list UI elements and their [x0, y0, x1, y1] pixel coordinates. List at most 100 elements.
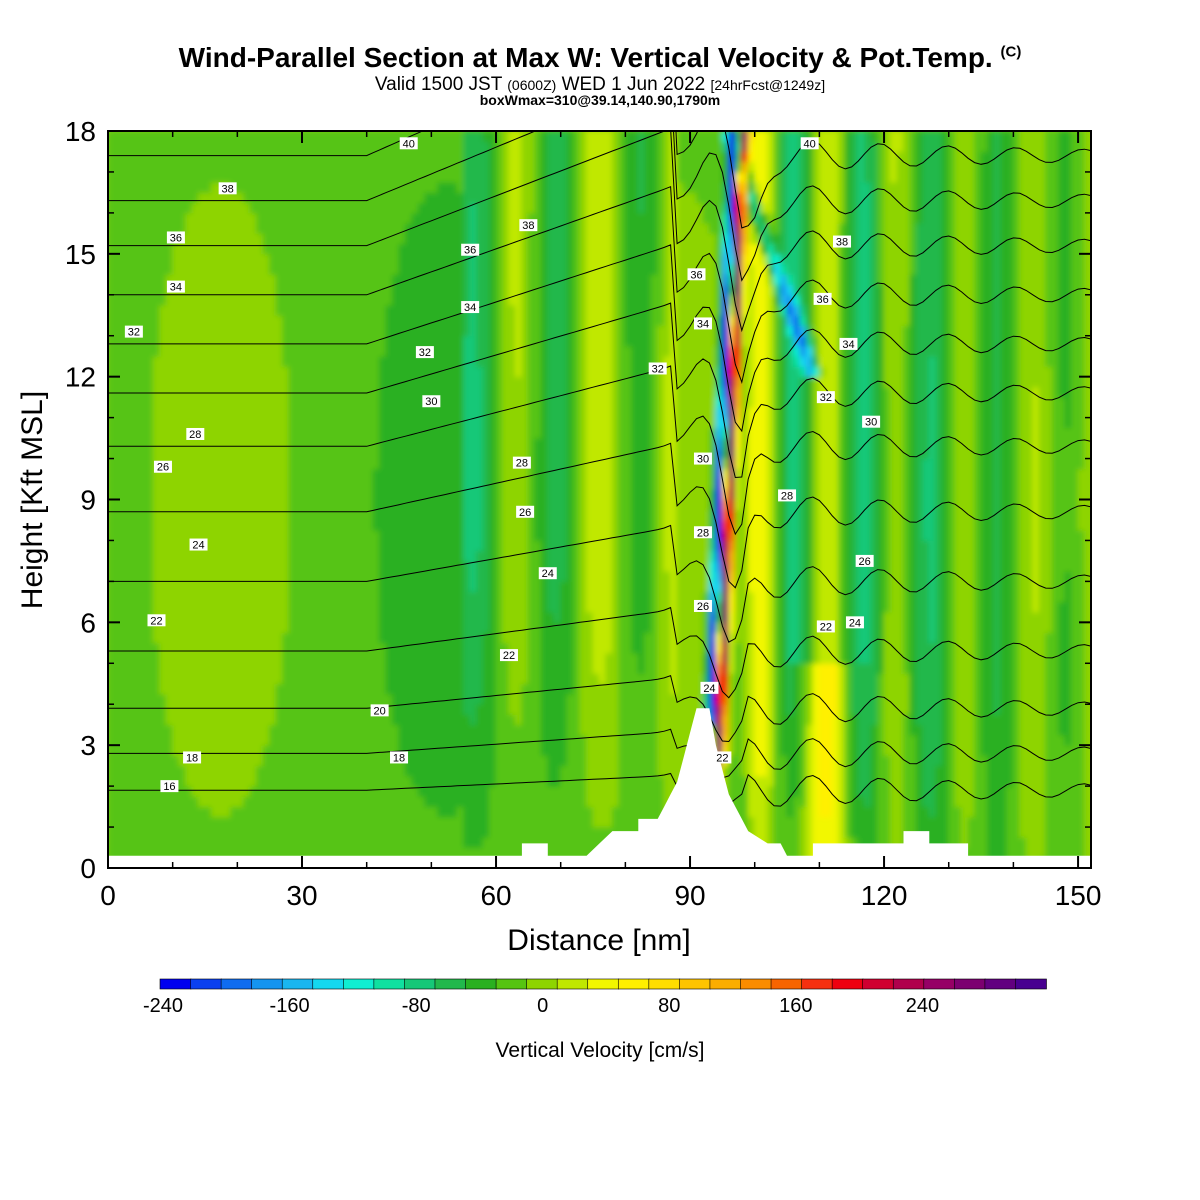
- field-cell: [372, 324, 381, 337]
- field-cell: [230, 417, 238, 429]
- field-cell: [256, 550, 264, 562]
- field-cell: [307, 519, 316, 531]
- field-cell: [346, 580, 355, 593]
- field-cell: [489, 601, 497, 613]
- field-cell: [198, 693, 206, 705]
- field-cell: [165, 662, 174, 675]
- field-cell: [314, 488, 322, 500]
- field-cell: [159, 529, 167, 541]
- field-cell: [379, 212, 387, 224]
- field-cell: [133, 591, 141, 603]
- field-cell: [327, 632, 335, 644]
- field-cell: [243, 150, 251, 163]
- field-cell: [152, 621, 161, 634]
- field-cell: [424, 724, 432, 736]
- field-cell: [146, 191, 154, 204]
- field-cell: [288, 683, 297, 695]
- field-cell: [450, 621, 458, 634]
- field-cell: [366, 795, 374, 808]
- field-cell: [146, 744, 154, 756]
- field-cell: [540, 468, 549, 480]
- field-cell: [437, 734, 445, 746]
- field-cell: [527, 212, 536, 224]
- field-cell: [198, 611, 206, 623]
- field-cell: [236, 202, 245, 214]
- field-cell: [275, 529, 284, 541]
- field-cell: [327, 478, 335, 490]
- field-cell: [223, 529, 232, 541]
- field-cell: [275, 806, 284, 818]
- field-cell: [437, 181, 445, 193]
- field-cell: [392, 836, 400, 849]
- field-cell: [288, 816, 297, 828]
- field-cell: [327, 406, 335, 419]
- field-cell: [366, 478, 374, 490]
- field-cell: [178, 324, 187, 337]
- field-cell: [133, 724, 141, 736]
- field-cell: [223, 294, 232, 306]
- field-cell: [307, 488, 316, 500]
- field-cell: [430, 806, 439, 818]
- field-cell: [469, 324, 478, 337]
- field-cell: [307, 499, 316, 511]
- field-cell: [120, 662, 128, 675]
- field-cell: [120, 847, 128, 859]
- field-cell: [288, 191, 297, 204]
- field-cell: [314, 345, 322, 357]
- field-cell: [236, 765, 245, 777]
- field-cell: [495, 243, 503, 255]
- field-cell: [249, 447, 258, 460]
- field-cell: [353, 642, 361, 654]
- field-cell: [501, 191, 510, 204]
- field-cell: [443, 417, 452, 429]
- field-cell: [120, 376, 128, 388]
- field-cell: [210, 795, 219, 808]
- field-cell: [108, 150, 115, 163]
- field-cell: [133, 253, 141, 265]
- field-cell: [547, 150, 555, 163]
- field-cell: [450, 386, 458, 398]
- field-cell: [314, 847, 322, 859]
- field-cell: [508, 560, 516, 572]
- field-cell: [146, 365, 154, 378]
- field-cell: [314, 775, 322, 787]
- field-cell: [139, 304, 148, 316]
- field-cell: [372, 816, 381, 828]
- field-cell: [540, 724, 549, 736]
- field-cell: [527, 632, 536, 644]
- field-cell: [295, 191, 303, 204]
- field-cell: [126, 417, 135, 429]
- field-cell: [223, 591, 232, 603]
- field-cell: [398, 468, 406, 480]
- field-cell: [476, 417, 484, 429]
- field-cell: [547, 652, 555, 664]
- field-cell: [126, 519, 135, 531]
- field-cell: [476, 273, 484, 286]
- field-cell: [482, 795, 491, 808]
- field-cell: [417, 683, 426, 695]
- field-cell: [159, 131, 167, 142]
- field-cell: [411, 458, 419, 470]
- field-cell: [165, 417, 174, 429]
- field-cell: [191, 724, 200, 736]
- field-cell: [295, 324, 303, 337]
- field-cell: [450, 529, 458, 541]
- field-cell: [417, 703, 426, 715]
- field-cell: [301, 406, 309, 419]
- field-cell: [340, 365, 348, 378]
- field-cell: [230, 263, 238, 275]
- field-cell: [430, 683, 439, 695]
- field-cell: [314, 284, 322, 296]
- field-cell: [301, 847, 309, 859]
- field-cell: [282, 335, 290, 347]
- field-cell: [527, 642, 536, 654]
- field-cell: [353, 765, 361, 777]
- field-cell: [424, 150, 432, 163]
- field-cell: [495, 253, 503, 265]
- field-cell: [178, 673, 187, 685]
- field-cell: [346, 611, 355, 623]
- field-cell: [327, 570, 335, 582]
- field-cell: [379, 273, 387, 286]
- field-cell: [113, 488, 122, 500]
- field-cells: [108, 131, 1091, 868]
